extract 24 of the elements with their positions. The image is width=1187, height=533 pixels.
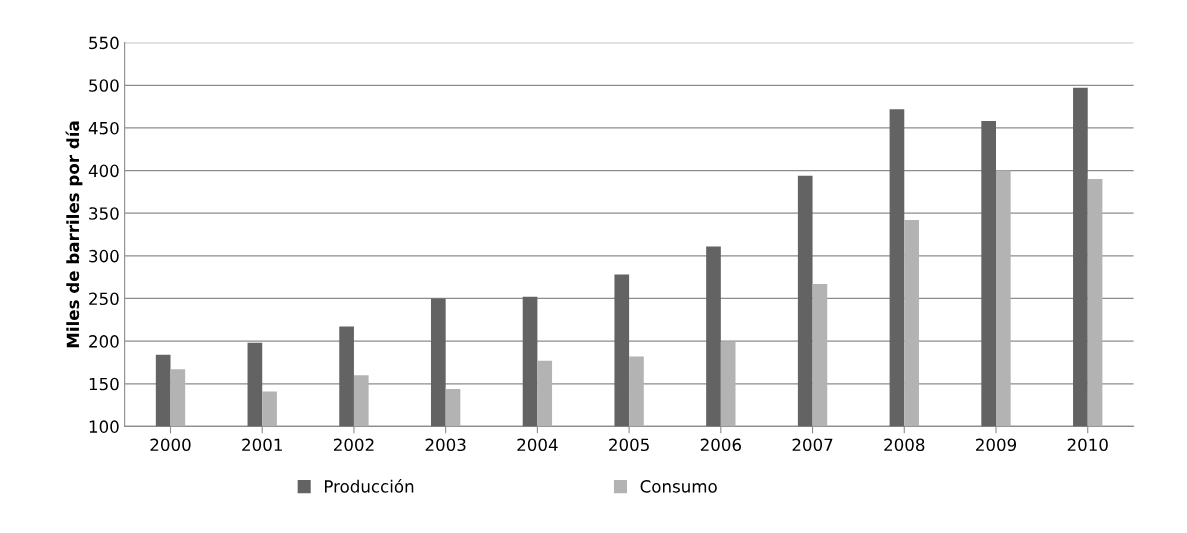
x-tick-label: 2009	[976, 438, 1017, 452]
y-tick-label: 550	[89, 36, 119, 50]
x-tick-label: 2007	[792, 438, 833, 452]
y-tick-label: 350	[89, 207, 119, 220]
y-tick-label: 150	[89, 377, 119, 391]
x-tick-label: 2004	[517, 438, 558, 452]
x-tick-label: 2010	[1067, 438, 1108, 452]
y-tick-label: 500	[89, 79, 119, 92]
y-tick-label: 100	[89, 420, 119, 433]
x-tick-label: 2002	[333, 438, 374, 452]
y-axis-title: Miles de barriles por día	[65, 121, 83, 348]
x-tick-label: 2001	[242, 438, 282, 452]
x-tick-label: 2000	[150, 438, 191, 452]
y-tick-label: 450	[88, 121, 119, 135]
x-tick-label: 2003	[425, 438, 466, 452]
x-tick-label: 2008	[884, 438, 925, 452]
x-tick-label: 2006	[700, 438, 741, 452]
y-tick-label: 300	[89, 249, 119, 263]
x-tick-label: 2005	[609, 438, 649, 452]
y-tick-label: 400	[88, 164, 119, 178]
y-tick-label: 250	[89, 292, 119, 306]
y-tick-label: 200	[89, 335, 119, 348]
legend-label: Producción	[324, 479, 414, 493]
legend-label: Consumo	[640, 480, 717, 493]
